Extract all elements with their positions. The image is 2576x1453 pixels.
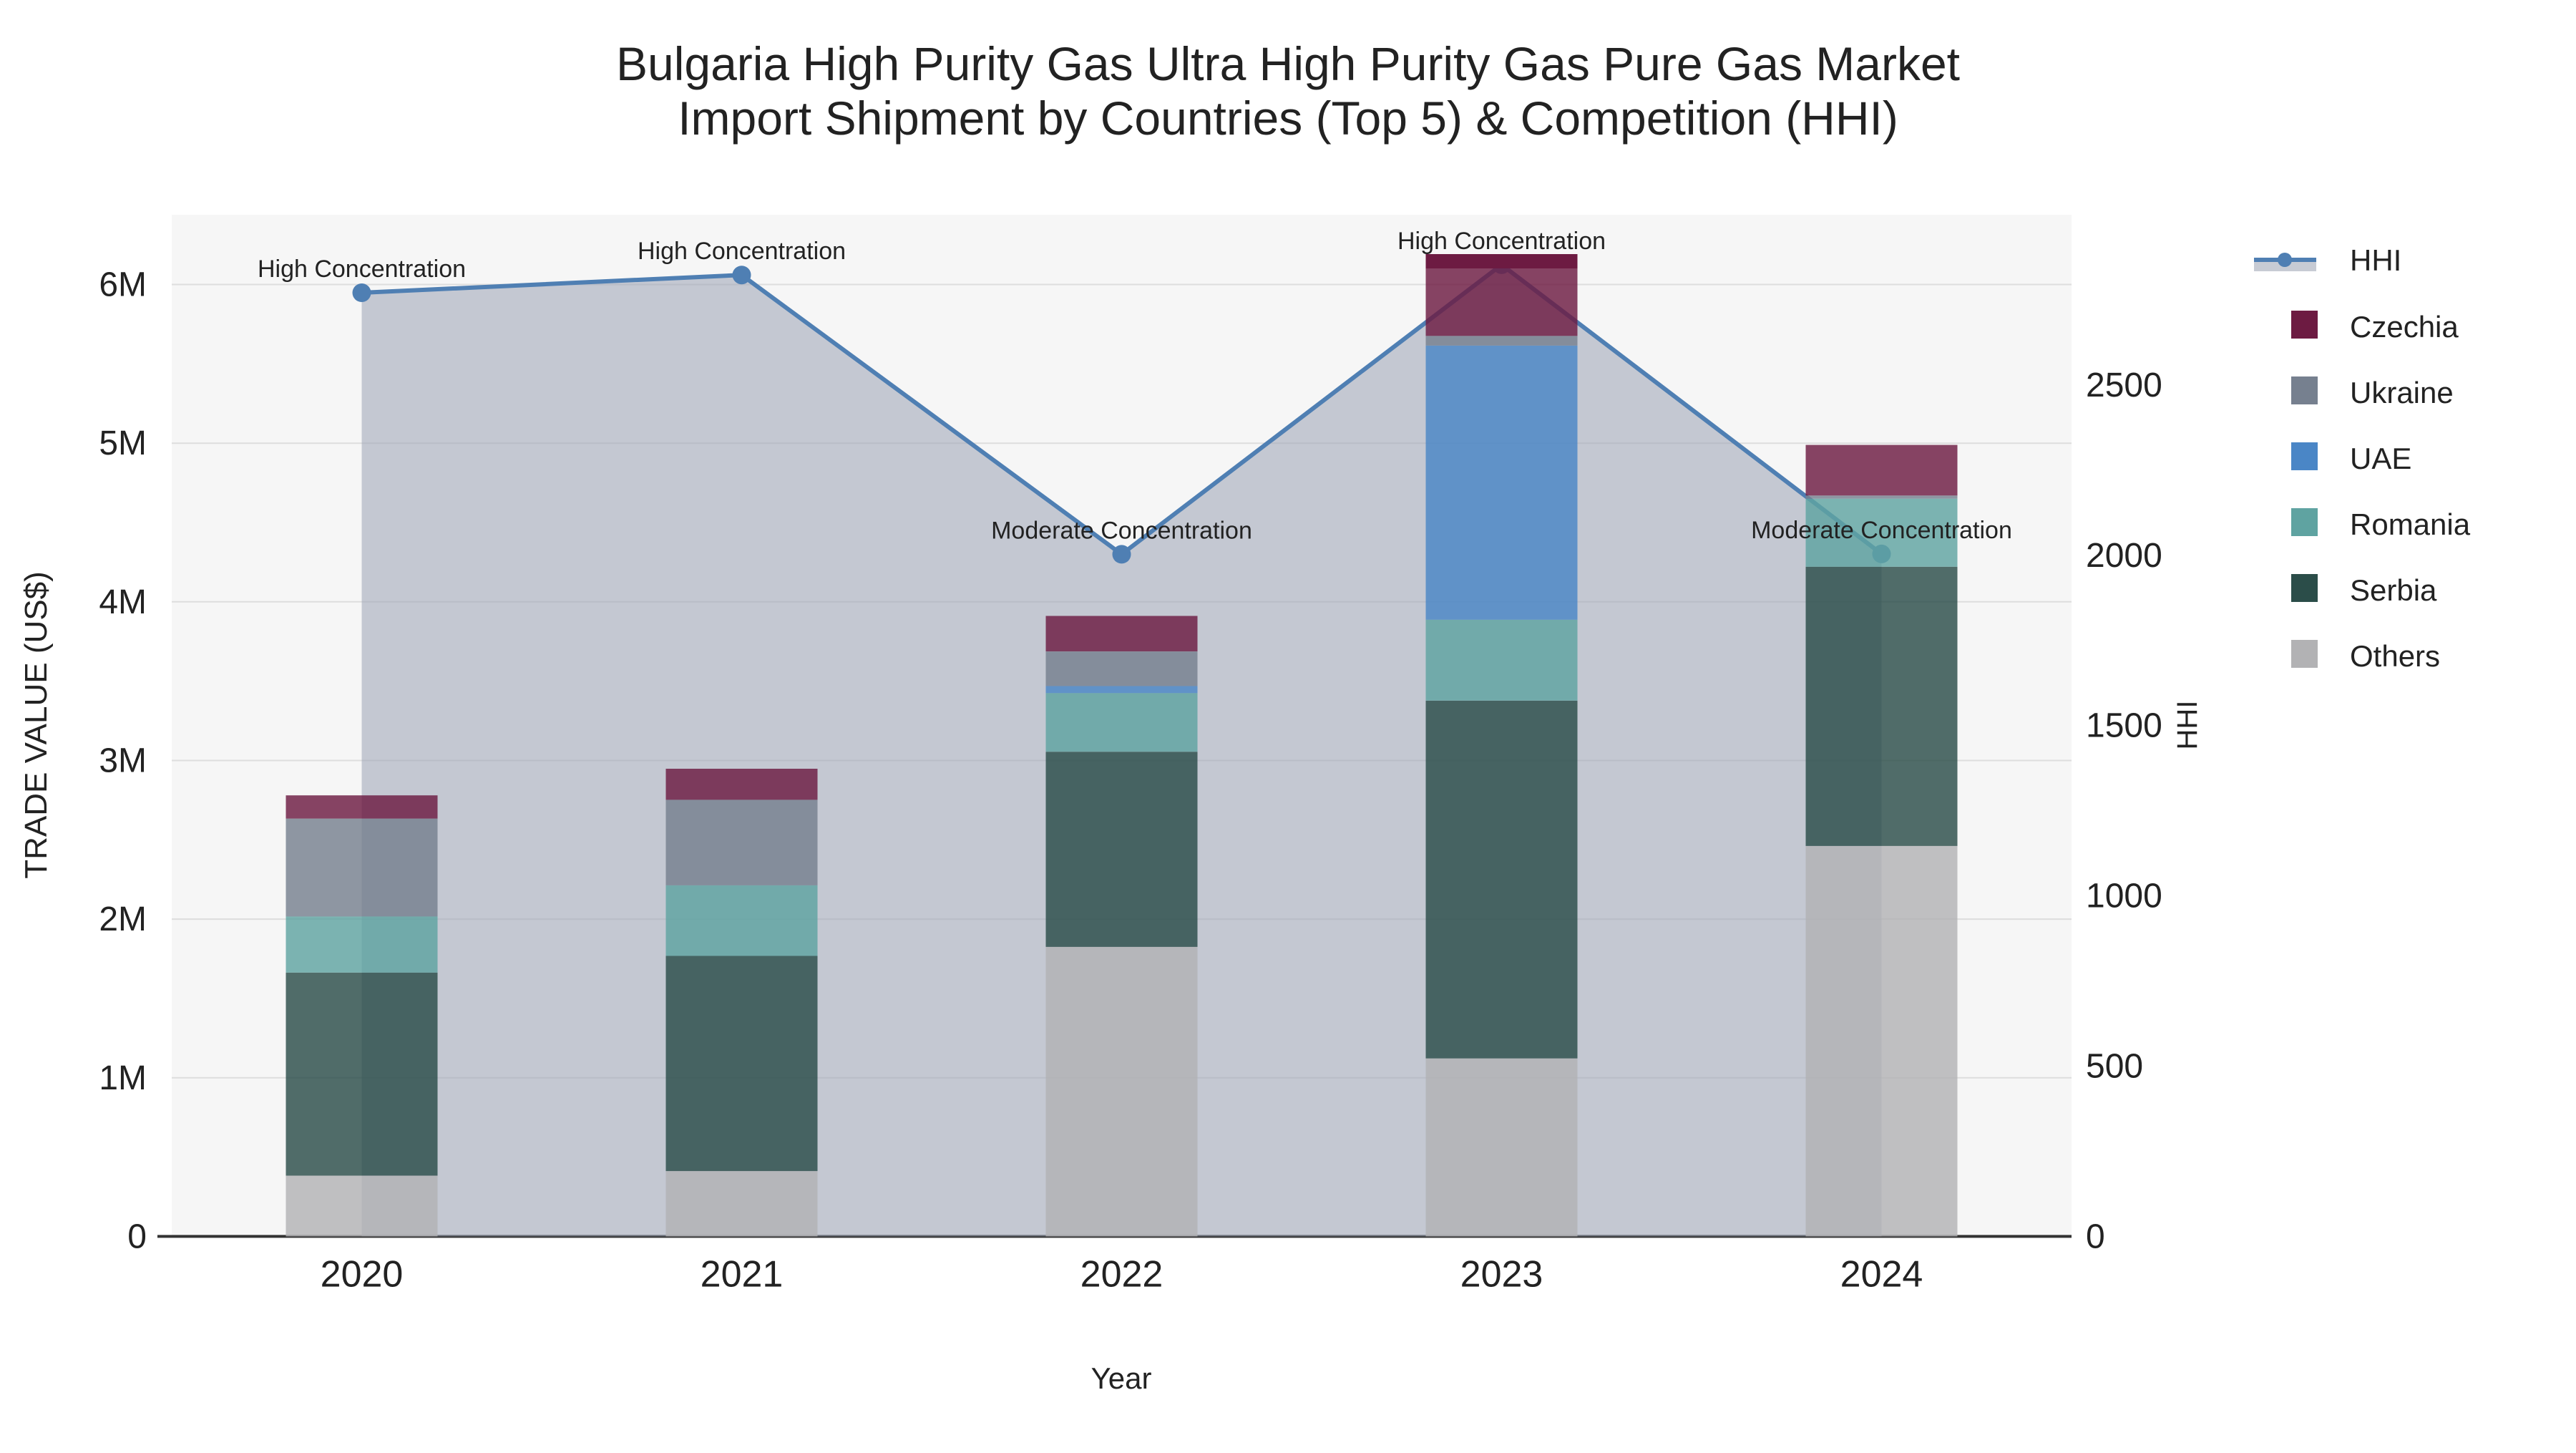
svg-text:2000: 2000 (2086, 537, 2162, 575)
svg-text:High Concentration: High Concentration (1397, 228, 1606, 255)
svg-text:Romania: Romania (2350, 507, 2471, 541)
svg-text:5M: 5M (99, 424, 147, 462)
svg-text:2023: 2023 (1460, 1253, 1543, 1295)
svg-text:UAE: UAE (2350, 442, 2411, 475)
svg-text:4M: 4M (99, 583, 147, 621)
svg-text:0: 0 (2086, 1218, 2105, 1255)
svg-text:High Concentration: High Concentration (638, 238, 846, 265)
svg-text:2020: 2020 (321, 1253, 404, 1295)
svg-text:Year: Year (1091, 1361, 1152, 1395)
svg-text:Serbia: Serbia (2350, 573, 2437, 607)
svg-text:Import Shipment by Countries (: Import Shipment by Countries (Top 5) & C… (678, 92, 1898, 145)
svg-text:Ukraine: Ukraine (2350, 376, 2454, 409)
svg-text:3M: 3M (99, 742, 147, 780)
svg-text:Bulgaria High Purity Gas Ultra: Bulgaria High Purity Gas Ultra High Puri… (616, 37, 1960, 90)
svg-text:6M: 6M (99, 266, 147, 304)
svg-text:1500: 1500 (2086, 707, 2162, 745)
svg-text:2024: 2024 (1840, 1253, 1923, 1295)
svg-text:Moderate Concentration: Moderate Concentration (991, 517, 1252, 544)
svg-text:Czechia: Czechia (2350, 310, 2459, 344)
svg-text:HHI: HHI (2350, 243, 2401, 277)
svg-text:Moderate Concentration: Moderate Concentration (1751, 517, 2012, 544)
svg-text:2500: 2500 (2086, 366, 2162, 404)
svg-text:2021: 2021 (701, 1253, 784, 1295)
svg-text:500: 500 (2086, 1048, 2143, 1086)
svg-text:HHI: HHI (2172, 701, 2203, 750)
svg-text:2022: 2022 (1080, 1253, 1163, 1295)
svg-text:0: 0 (127, 1218, 147, 1255)
svg-text:2M: 2M (99, 900, 147, 938)
svg-text:TRADE VALUE (US$): TRADE VALUE (US$) (19, 571, 54, 879)
svg-text:1M: 1M (99, 1059, 147, 1097)
svg-text:Others: Others (2350, 639, 2440, 673)
svg-text:High Concentration: High Concentration (258, 256, 466, 283)
svg-text:1000: 1000 (2086, 878, 2162, 915)
